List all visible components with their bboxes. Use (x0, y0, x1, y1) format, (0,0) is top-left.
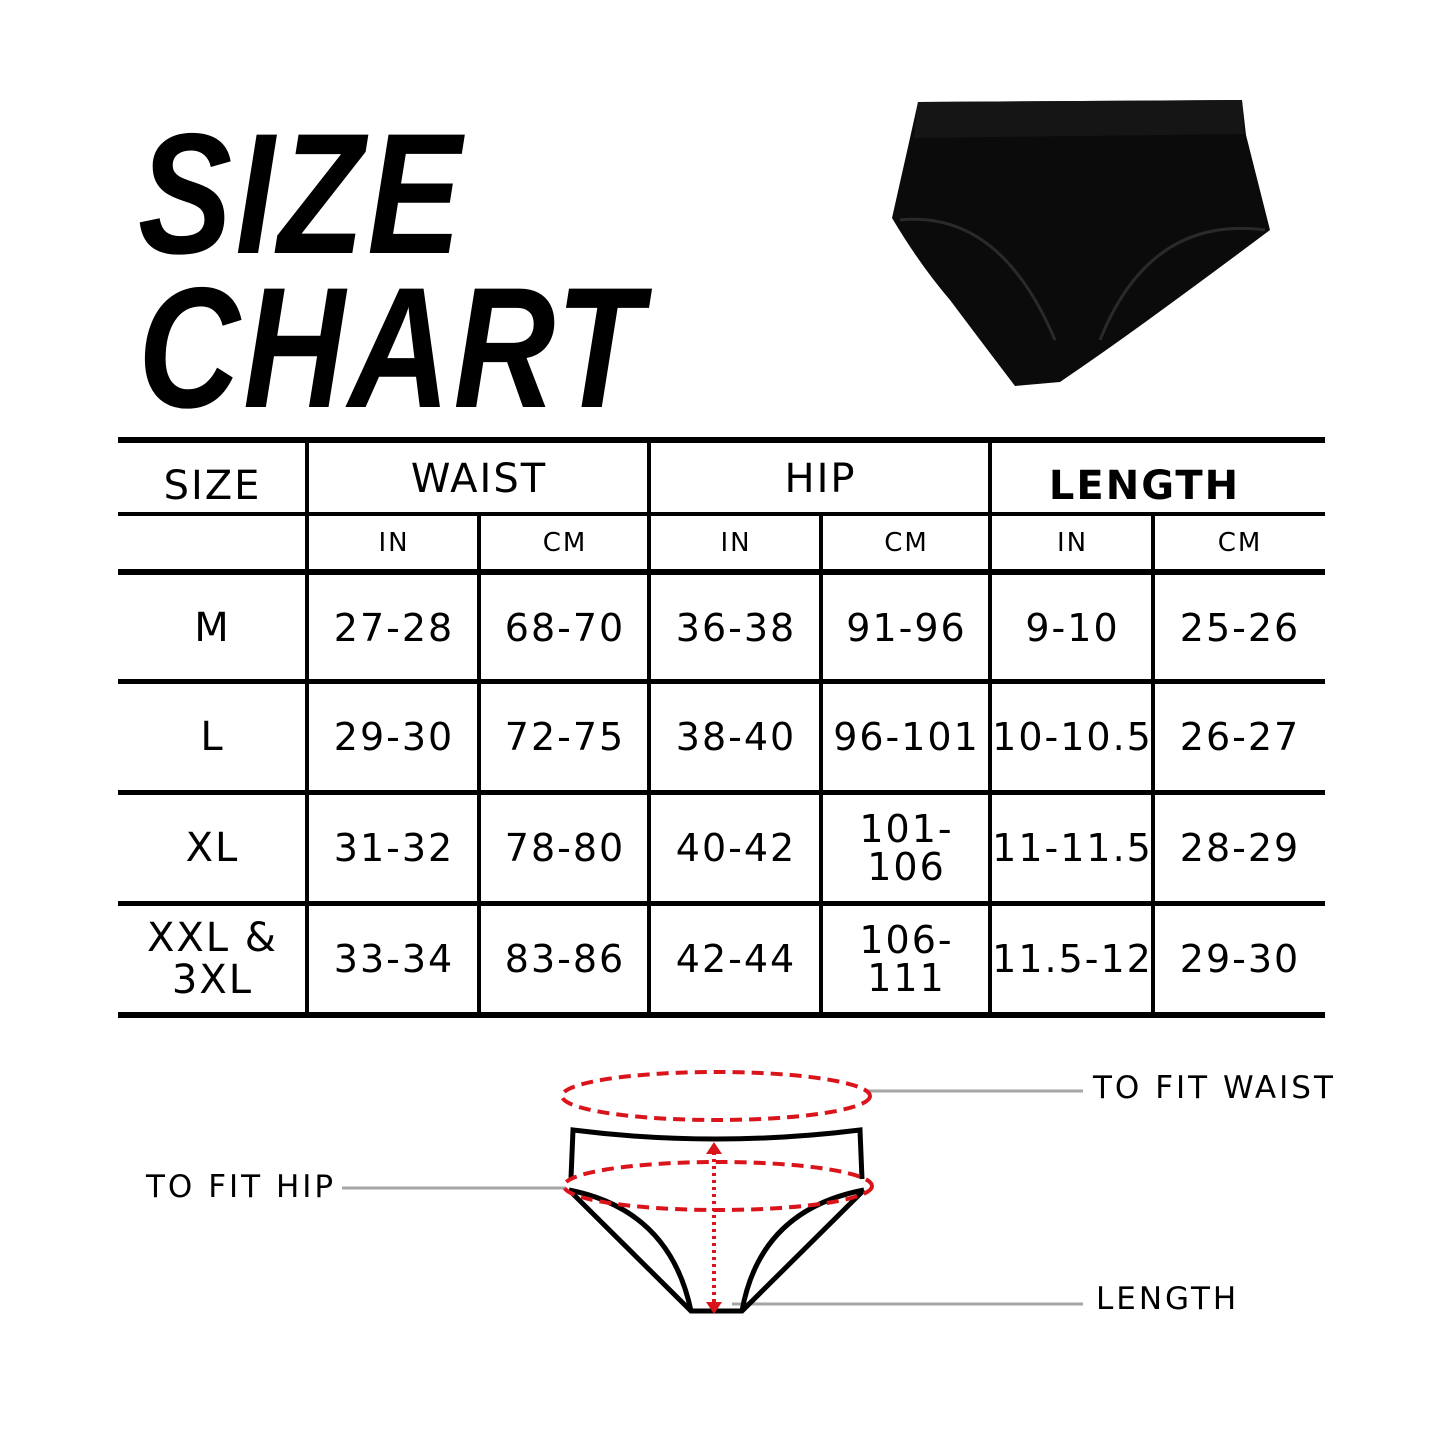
table-cell: 25-26 (1179, 605, 1301, 650)
column-divider (988, 440, 992, 1015)
unit-header-cm: CM (542, 528, 588, 558)
table-cell: 106-111 (859, 918, 954, 1000)
row-rule (118, 790, 1325, 795)
column-divider (1151, 514, 1155, 1015)
column-divider (477, 514, 481, 1015)
units-rule (118, 569, 1325, 575)
header-waist: WAIST (410, 456, 548, 502)
column-divider (647, 440, 651, 1015)
size-label: M (194, 604, 231, 651)
row-rule (118, 901, 1325, 906)
header-length: LENGTH (1048, 463, 1241, 509)
table-cell: 27-28 (333, 605, 455, 650)
unit-header-in: IN (1056, 528, 1089, 558)
label-to-fit-hip: TO FIT HIP (146, 1169, 337, 1205)
label-length: LENGTH (1096, 1281, 1240, 1317)
waist-measure-ellipse (560, 1070, 872, 1122)
unit-header-cm: CM (884, 528, 929, 558)
unit-header-in: IN (378, 528, 410, 558)
table-cell: 68-70 (504, 605, 626, 650)
table-cell: 40-42 (675, 825, 797, 870)
fit-diagram (342, 1070, 1083, 1314)
size-label: XXL & 3XL (147, 915, 278, 1003)
waistband-outline (568, 1127, 865, 1180)
table-cell: 83-86 (504, 937, 626, 981)
arrow-up-icon (706, 1142, 722, 1154)
table-bottom-rule (118, 1012, 1325, 1018)
table-cell: 72-75 (504, 714, 626, 759)
label-to-fit-waist: TO FIT WAIST (1093, 1070, 1336, 1106)
table-cell: 101-106 (859, 806, 954, 889)
product-photo (892, 100, 1270, 386)
table-cell: 11-11.5 (992, 825, 1153, 870)
column-divider (305, 440, 309, 1015)
table-cell: 36-38 (675, 605, 797, 650)
table-cell: 38-40 (675, 714, 797, 759)
header-rule (118, 512, 1325, 516)
table-cell: 26-27 (1179, 714, 1301, 759)
hip-measure-ellipse (562, 1160, 874, 1212)
unit-header-cm: CM (1217, 528, 1263, 558)
header-hip: HIP (784, 456, 857, 502)
table-cell: 42-44 (675, 937, 797, 981)
unit-header-in: IN (720, 528, 752, 558)
table-cell: 29-30 (1179, 937, 1301, 981)
leg-opening-right (739, 1187, 865, 1312)
table-cell: 33-34 (333, 937, 455, 981)
row-rule (118, 679, 1325, 684)
table-top-rule (118, 437, 1325, 443)
arrow-down-icon (706, 1302, 722, 1314)
title-chart: CHART (138, 252, 646, 444)
table-cell: 31-32 (333, 825, 455, 870)
table-cell: 78-80 (504, 825, 626, 870)
title-size: SIZE (138, 98, 465, 290)
table-cell: 9-10 (1025, 605, 1120, 650)
table-cell: 11.5-12 (992, 937, 1153, 981)
size-label: XL (185, 824, 240, 871)
size-label: L (200, 713, 225, 760)
table-cell: 28-29 (1179, 825, 1301, 870)
table-cell: 96-101 (833, 714, 980, 759)
table-cell: 91-96 (846, 605, 967, 650)
brief-outline (567, 1188, 866, 1314)
table-cell: 10-10.5 (992, 714, 1153, 759)
table-cell: 29-30 (333, 714, 455, 759)
header-size: SIZE (163, 463, 262, 509)
leg-opening-left (568, 1187, 694, 1312)
column-divider (819, 514, 823, 1015)
